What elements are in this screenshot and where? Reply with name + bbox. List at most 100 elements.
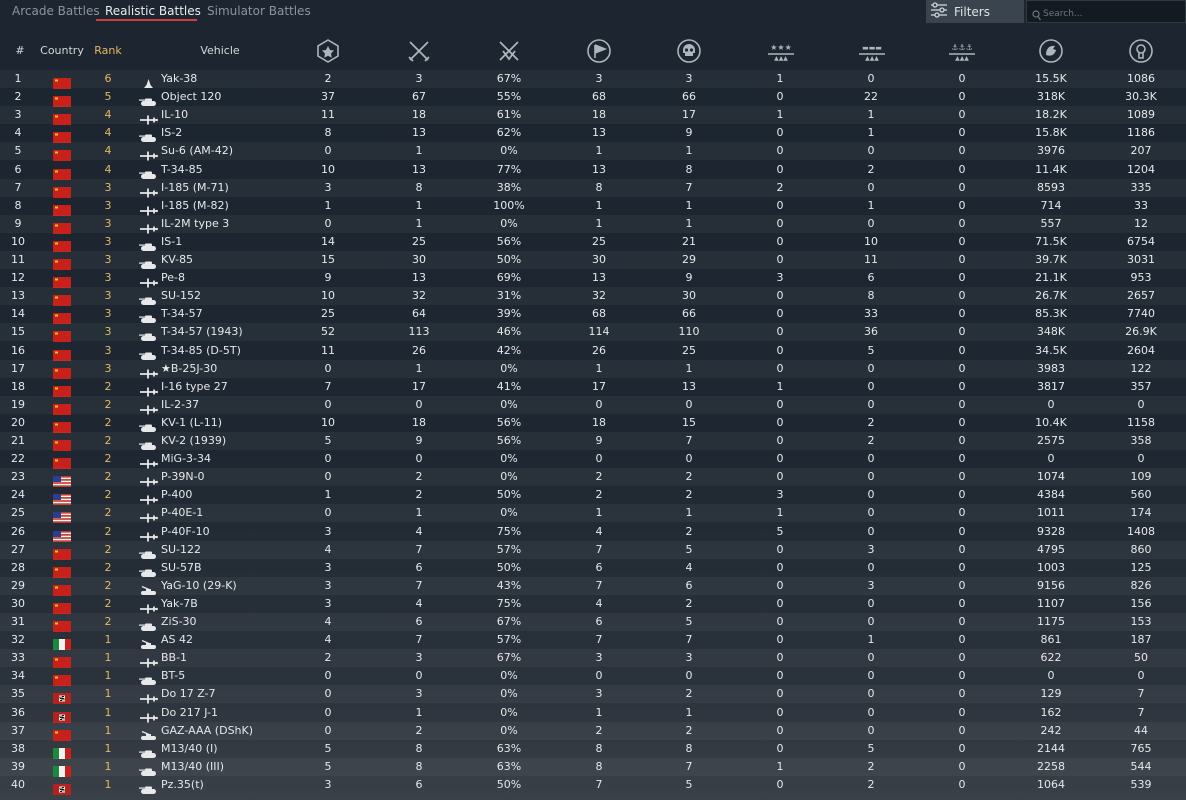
table-row[interactable]: 14 3 T-34-57 25 64 39% 68 66 0 33 0 85.3K 7740 (0, 305, 1186, 325)
table-row[interactable]: 35 1 Do 17 Z-7 0 3 0% 3 2 0 0 0 129 7 (0, 685, 1186, 705)
table-row[interactable]: 24 2 P-400 1 2 50% 2 2 3 0 0 4384 560 (0, 486, 1186, 506)
stat-win-rate: 50% (496, 488, 522, 502)
row-index: 19 (11, 397, 25, 411)
missions-icon[interactable] (584, 32, 614, 69)
stat-battles: 7 (324, 379, 332, 393)
table-row[interactable]: 37 1 GAZ-AAA (DShK) 0 2 0% 2 2 0 0 0 242 44 (0, 721, 1186, 741)
stat-missions: 8 (595, 180, 603, 194)
table-row[interactable]: 21 2 KV-2 (1939) 5 9 56% 9 7 0 2 0 2575 358 (0, 432, 1186, 451)
table-row[interactable]: 5 4 Su-6 (AM-42) 0 1 0% 1 1 0 0 0 3976 207 (0, 142, 1186, 162)
table-row[interactable]: 10 3 IS-1 14 25 56% 25 21 0 10 0 71.5K 6754 (0, 233, 1186, 252)
stat-deaths: 17 (682, 108, 696, 122)
respawns-icon[interactable] (404, 32, 434, 69)
table-row[interactable]: 40 1 Pz.35(t) 3 6 50% 7 5 0 2 0 1064 539 (0, 776, 1186, 795)
table-row[interactable]: 27 2 SU-122 4 7 57% 7 5 0 3 0 4795 860 (0, 540, 1186, 560)
row-rank: 1 (104, 759, 112, 773)
table-row[interactable]: 8 3 I-185 (M-82) 1 1 100% 1 1 0 1 0 714 33 (0, 197, 1186, 216)
stat-respawns: 3 (415, 687, 423, 701)
table-row[interactable]: 6 4 T-34-85 10 13 77% 13 8 0 2 0 11.4K 1204 (0, 161, 1186, 180)
table-row[interactable]: 4 4 IS-2 8 13 62% 13 9 0 1 0 15.8K 1186 (0, 124, 1186, 144)
table-row[interactable]: 9 3 IL-2M type 3 0 1 0% 1 1 0 0 0 557 12 (0, 214, 1186, 234)
table-row[interactable]: 17 3 ★B-25J-30 0 1 0% 1 1 0 0 0 3983 122 (0, 359, 1186, 379)
table-row[interactable]: 34 1 BT-5 0 0 0% 0 0 0 0 0 0 0 (0, 667, 1186, 687)
table-row[interactable]: 36 1 Do 217 J-1 0 1 0% 1 1 0 0 0 162 7 (0, 704, 1186, 723)
air-kills-icon[interactable]: ★★★ ▲▲▲ (764, 32, 798, 69)
germany-flag-icon (53, 780, 71, 795)
stat-ground-kills: 0 (867, 615, 875, 628)
stat-respawns: 9 (415, 434, 423, 447)
row-rank: 3 (104, 198, 112, 212)
table-row[interactable]: 28 2 SU-57B 3 6 50% 6 4 0 0 0 1003 125 (0, 559, 1186, 578)
ground-kills-icon[interactable]: ▬▬▬ ▲▲▲ (855, 32, 889, 69)
tab-simulator-battles[interactable]: Simulator Battles (207, 4, 311, 18)
win-rate-icon[interactable] (494, 32, 524, 69)
table-row[interactable]: 29 2 YaG-10 (29-K) 3 7 43% 7 6 0 3 0 9156 826 (0, 576, 1186, 596)
table-row[interactable]: 19 2 IL-2-37 0 0 0% 0 0 0 0 0 0 0 (0, 395, 1186, 415)
ussr-flag-icon (53, 671, 71, 687)
stat-missions: 6 (595, 615, 603, 628)
table-row[interactable]: 7 3 I-185 (M-71) 3 8 38% 8 7 2 0 0 8593 335 (0, 178, 1186, 198)
research-points-icon[interactable] (1036, 32, 1066, 69)
stat-naval-kills: 0 (958, 271, 966, 285)
table-row[interactable]: 12 3 Pe-8 9 13 69% 13 9 3 6 0 21.1K 953 (0, 269, 1186, 289)
table-row[interactable]: 39 1 M13/40 (III) 5 8 63% 8 7 1 2 0 2258 544 (0, 757, 1186, 777)
row-rank: 2 (104, 379, 112, 393)
vehicle-name: KV-1 (L-11) (161, 415, 223, 429)
stat-win-rate: 61% (496, 108, 522, 122)
stat-win-rate: 46% (496, 325, 522, 339)
stat-research-points: 4384 (1037, 488, 1065, 502)
stat-ground-kills: 2 (867, 162, 875, 176)
table-row[interactable]: 25 2 P-40E-1 0 1 0% 1 1 1 0 0 1011 174 (0, 504, 1186, 524)
stat-deaths: 29 (682, 253, 696, 266)
tab-realistic-battles[interactable]: Realistic Battles (105, 4, 201, 18)
stat-naval-kills: 0 (958, 361, 966, 375)
row-rank: 6 (104, 72, 112, 85)
ussr-flag-icon (53, 92, 71, 108)
stat-battles: 11 (321, 108, 335, 122)
table-row[interactable]: 13 3 SU-152 10 32 31% 32 30 0 8 0 26.7K 2657 (0, 287, 1186, 307)
table-row[interactable]: 15 3 T-34-57 (1943) 52 113 46% 114 110 0 36 0 348K 2… (0, 323, 1186, 343)
table-row[interactable]: 38 1 M13/40 (I) 5 8 63% 8 8 0 5 0 2144 765 (0, 740, 1186, 759)
stat-ground-kills: 0 (867, 379, 875, 393)
table-row[interactable]: 1 6 Yak-38 2 3 67% 3 3 1 0 0 15.5K 1086 (0, 70, 1186, 89)
column-header-country[interactable]: Country (38, 32, 86, 69)
stat-ground-kills: 0 (867, 506, 875, 520)
stat-win-rate: 42% (496, 343, 522, 357)
search-input[interactable] (1027, 3, 1185, 25)
stat-missions: 2 (595, 470, 603, 484)
stat-win-rate: 0% (500, 506, 518, 520)
stat-win-rate: 0% (500, 687, 518, 701)
silver-lions-icon[interactable] (1126, 32, 1156, 69)
vehicle-name: IS-2 (161, 126, 183, 140)
table-row[interactable]: 31 2 ZiS-30 4 6 67% 6 5 0 0 0 1175 153 (0, 613, 1186, 632)
table-row[interactable]: 30 2 Yak-7B 3 4 75% 4 2 0 0 0 1107 156 (0, 595, 1186, 614)
column-header-vehicle[interactable]: Vehicle (190, 32, 250, 69)
naval-kills-icon[interactable]: ⚓⚓⚓ ▲▲▲ (945, 32, 979, 69)
table-row[interactable]: 26 2 P-40F-10 3 4 75% 4 2 5 0 0 9328 1408 (0, 523, 1186, 542)
stat-research-points: 10.4K (1035, 415, 1067, 429)
vehicle-name: GAZ-AAA (DShK) (161, 723, 254, 737)
column-header-index[interactable]: # (10, 32, 30, 69)
table-row[interactable]: 32 1 AS 42 4 7 57% 7 7 0 1 0 861 187 (0, 631, 1186, 651)
jet-icon (139, 74, 158, 88)
table-row[interactable]: 3 4 IL-10 11 18 61% 18 17 1 1 0 18.2K 1089 (0, 106, 1186, 126)
tank-icon (139, 617, 158, 631)
battles-icon[interactable] (313, 32, 343, 69)
stat-missions: 8 (595, 759, 603, 773)
table-row[interactable]: 20 2 KV-1 (L-11) 10 18 56% 18 15 0 2 0 10.4K 1158 (0, 414, 1186, 433)
column-header-rank[interactable]: Rank (89, 32, 127, 69)
stat-battles: 37 (321, 90, 335, 104)
filters-button[interactable]: Filters (926, 0, 1024, 23)
deaths-icon[interactable] (674, 32, 704, 69)
stat-win-rate: 50% (496, 253, 522, 266)
stat-ground-kills: 3 (867, 578, 875, 592)
stat-missions: 3 (595, 687, 603, 701)
table-row[interactable]: 2 5 Object 120 37 67 55% 68 66 0 22 0 318K 30.3K (0, 88, 1186, 108)
table-row[interactable]: 22 2 MiG-3-34 0 0 0% 0 0 0 0 0 0 0 (0, 450, 1186, 470)
tab-arcade-battles[interactable]: Arcade Battles (12, 4, 100, 18)
table-row[interactable]: 23 2 P-39N-0 0 2 0% 2 2 0 0 0 1074 109 (0, 468, 1186, 488)
table-row[interactable]: 16 3 T-34-85 (D-5T) 11 26 42% 26 25 0 5 0 34.5K 2604 (0, 342, 1186, 361)
table-row[interactable]: 18 2 I-16 type 27 7 17 41% 17 13 1 0 0 3817 357 (0, 378, 1186, 397)
table-row[interactable]: 33 1 BB-1 2 3 67% 3 3 0 0 0 622 50 (0, 649, 1186, 669)
table-row[interactable]: 11 3 KV-85 15 30 50% 30 29 0 11 0 39.7K 3031 (0, 251, 1186, 270)
